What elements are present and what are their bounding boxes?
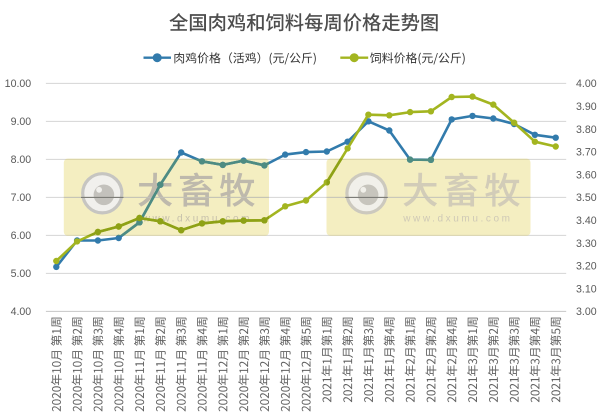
svg-text:3.40: 3.40	[576, 215, 597, 227]
svg-text:3.60: 3.60	[576, 169, 597, 181]
svg-text:3.50: 3.50	[576, 192, 597, 204]
svg-text:3.00: 3.00	[576, 306, 597, 318]
svg-text:10.00: 10.00	[5, 78, 32, 90]
svg-text:3.20: 3.20	[576, 261, 597, 273]
svg-text:7.00: 7.00	[11, 192, 32, 204]
svg-text:3.80: 3.80	[576, 124, 597, 136]
svg-text:3.10: 3.10	[576, 283, 597, 295]
svg-text:www.dxumu.com: www.dxumu.com	[142, 214, 252, 225]
svg-text:3.30: 3.30	[576, 238, 597, 250]
svg-text:5.00: 5.00	[11, 268, 32, 280]
svg-text:8.00: 8.00	[11, 154, 32, 166]
svg-text:6.00: 6.00	[11, 230, 32, 242]
svg-text:www.dxumu.com: www.dxumu.com	[402, 214, 512, 225]
svg-text:4.00: 4.00	[11, 306, 32, 318]
svg-text:3.90: 3.90	[576, 101, 597, 113]
svg-text:3.70: 3.70	[576, 147, 597, 159]
svg-text:4.00: 4.00	[576, 78, 597, 90]
svg-text:9.00: 9.00	[11, 116, 32, 128]
